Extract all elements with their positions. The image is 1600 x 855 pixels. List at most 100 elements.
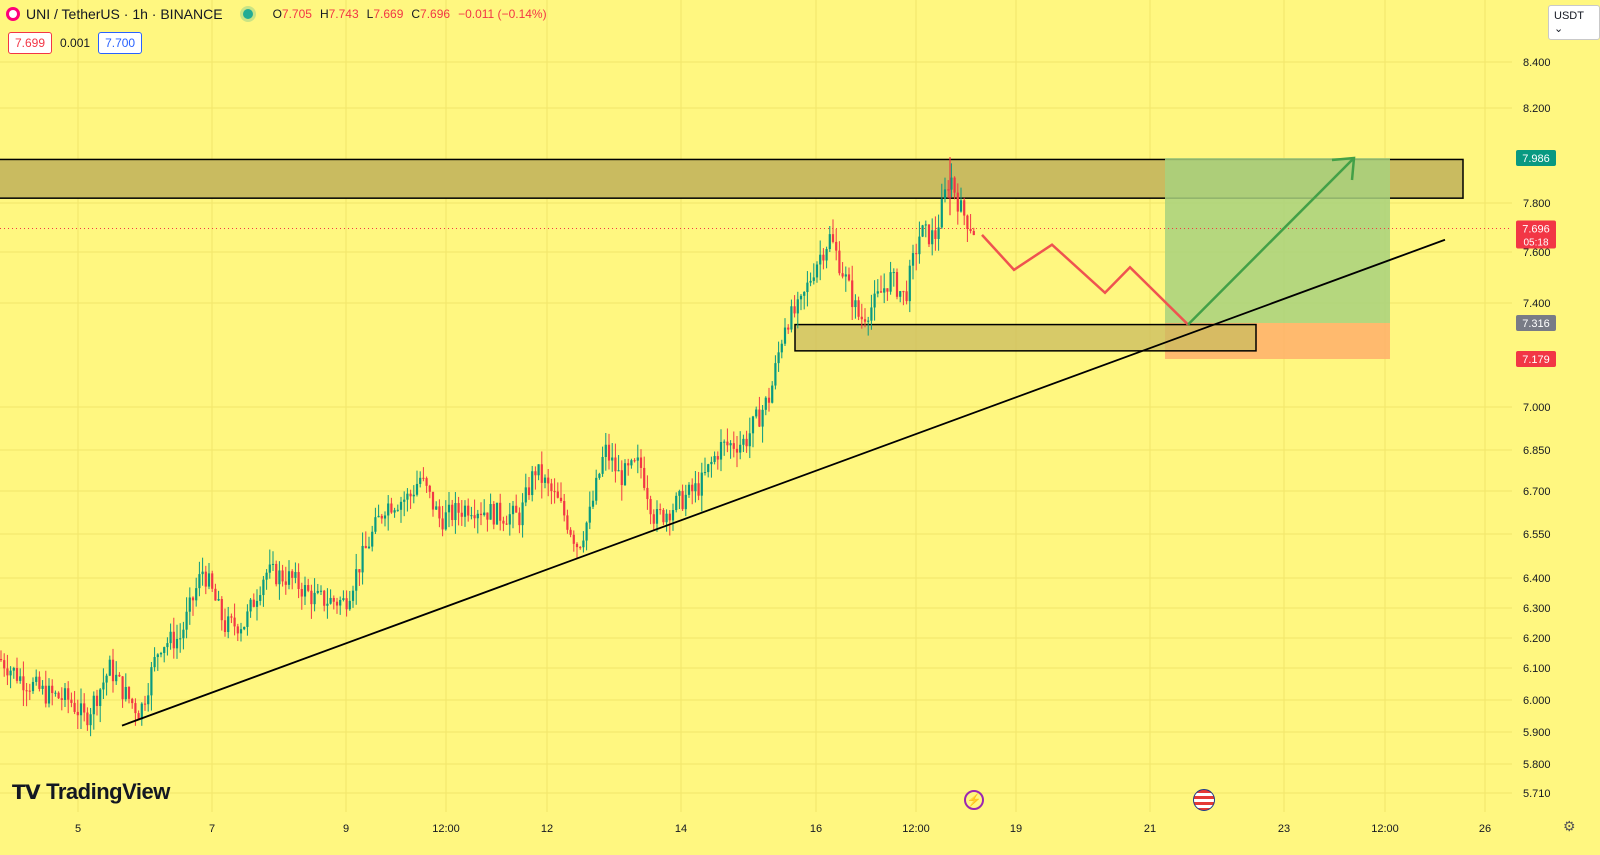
candle-body bbox=[300, 588, 303, 597]
candle-body bbox=[483, 512, 486, 516]
candle-body bbox=[959, 200, 963, 212]
candle-body bbox=[387, 503, 390, 516]
tradingview-logo[interactable]: 𝗧𝗩 TradingView bbox=[12, 779, 170, 805]
candle-body bbox=[905, 291, 908, 302]
candle-body bbox=[876, 291, 879, 294]
candle-body bbox=[726, 441, 729, 446]
candle-body bbox=[227, 616, 230, 633]
candle-body bbox=[697, 483, 700, 496]
time-tick-label: 9 bbox=[343, 823, 349, 835]
candle-body bbox=[396, 509, 399, 511]
candle-body bbox=[847, 274, 851, 281]
candle-body bbox=[323, 590, 326, 606]
candle-body bbox=[854, 300, 857, 308]
projection-arrowhead bbox=[1331, 156, 1356, 181]
candle-body bbox=[380, 515, 383, 519]
candle-body bbox=[198, 574, 201, 589]
candle-body bbox=[220, 599, 223, 621]
candle-body bbox=[908, 265, 911, 302]
candle-body bbox=[604, 444, 607, 457]
price-label-text: 7.179 bbox=[1522, 354, 1550, 366]
candle-body bbox=[86, 712, 89, 726]
us-flag-event-icon[interactable] bbox=[1193, 789, 1215, 811]
candle-body bbox=[723, 441, 726, 443]
candle-body bbox=[230, 616, 233, 618]
candle-body bbox=[159, 652, 163, 655]
candle-body bbox=[44, 685, 47, 704]
sell-button[interactable]: 7.699 bbox=[8, 32, 53, 54]
candle-body bbox=[57, 692, 60, 699]
candle-body bbox=[716, 456, 719, 460]
buy-button[interactable]: 7.700 bbox=[98, 32, 143, 54]
candle-body bbox=[831, 234, 835, 242]
candle-body bbox=[403, 499, 406, 502]
candle-body bbox=[268, 564, 271, 573]
candle-body bbox=[287, 571, 291, 585]
candle-body bbox=[575, 543, 579, 548]
candle-body bbox=[326, 603, 329, 606]
logo-text: TradingView bbox=[46, 779, 170, 804]
candle-body bbox=[694, 483, 697, 492]
symbol-title[interactable]: UNI / TetherUS · 1h · BINANCE bbox=[26, 6, 223, 22]
spread-value: 0.001 bbox=[60, 36, 91, 50]
candle-body bbox=[655, 509, 659, 524]
candle-body bbox=[956, 192, 959, 212]
candle-body bbox=[332, 597, 335, 602]
gear-icon[interactable]: ⚙ bbox=[1563, 818, 1576, 834]
candle-body bbox=[550, 483, 553, 492]
candle-body bbox=[476, 513, 479, 519]
candle-body bbox=[937, 227, 940, 239]
candle-body bbox=[99, 689, 102, 707]
currency-dropdown[interactable]: USDT ⌄ bbox=[1548, 5, 1600, 40]
candle-body bbox=[703, 472, 707, 474]
candle-body bbox=[115, 674, 118, 682]
price-label-text: 7.316 bbox=[1522, 318, 1550, 330]
candle-body bbox=[67, 688, 70, 700]
candle-body bbox=[883, 288, 886, 293]
lightning-event-icon[interactable]: ⚡ bbox=[964, 790, 984, 810]
candle-body bbox=[963, 200, 966, 216]
candle-body bbox=[182, 629, 185, 639]
price-label-text: 7.696 bbox=[1522, 223, 1550, 235]
candle-body bbox=[223, 620, 227, 633]
candle-body bbox=[358, 569, 361, 573]
candle-body bbox=[124, 686, 127, 700]
candle-body bbox=[383, 515, 387, 519]
candle-body bbox=[364, 545, 367, 549]
price-tick-label: 6.300 bbox=[1523, 603, 1551, 615]
candle-body bbox=[780, 343, 783, 353]
candle-body bbox=[815, 264, 819, 278]
candle-body bbox=[687, 484, 691, 495]
candle-body bbox=[729, 443, 732, 446]
candle-body bbox=[601, 456, 604, 474]
candle-body bbox=[783, 327, 787, 344]
candle-body bbox=[591, 500, 595, 507]
candle-body bbox=[652, 514, 655, 524]
candle-body bbox=[3, 660, 6, 669]
candle-body bbox=[751, 416, 755, 434]
candle-body bbox=[531, 471, 534, 496]
candle-body bbox=[799, 295, 803, 300]
price-tick-label: 6.000 bbox=[1523, 695, 1551, 707]
close-value: 7.696 bbox=[420, 7, 451, 21]
candle-body bbox=[259, 595, 262, 601]
price-axis-bg bbox=[1512, 0, 1600, 855]
candle-body bbox=[415, 483, 419, 495]
candle-body bbox=[745, 438, 748, 447]
candle-body bbox=[153, 657, 156, 668]
candle-body bbox=[351, 590, 355, 601]
candle-body bbox=[940, 198, 943, 228]
price-tick-label: 5.800 bbox=[1523, 759, 1551, 771]
candle-body bbox=[620, 470, 623, 486]
candle-body bbox=[185, 611, 188, 630]
candle-body bbox=[281, 570, 284, 582]
candle-body bbox=[371, 531, 374, 547]
candle-body bbox=[774, 363, 777, 386]
candle-body bbox=[607, 444, 611, 461]
time-tick-label: 5 bbox=[75, 823, 81, 835]
candle-body bbox=[806, 282, 809, 293]
candle-body bbox=[271, 563, 275, 565]
candle-body bbox=[585, 522, 588, 541]
candle-body bbox=[70, 699, 73, 703]
